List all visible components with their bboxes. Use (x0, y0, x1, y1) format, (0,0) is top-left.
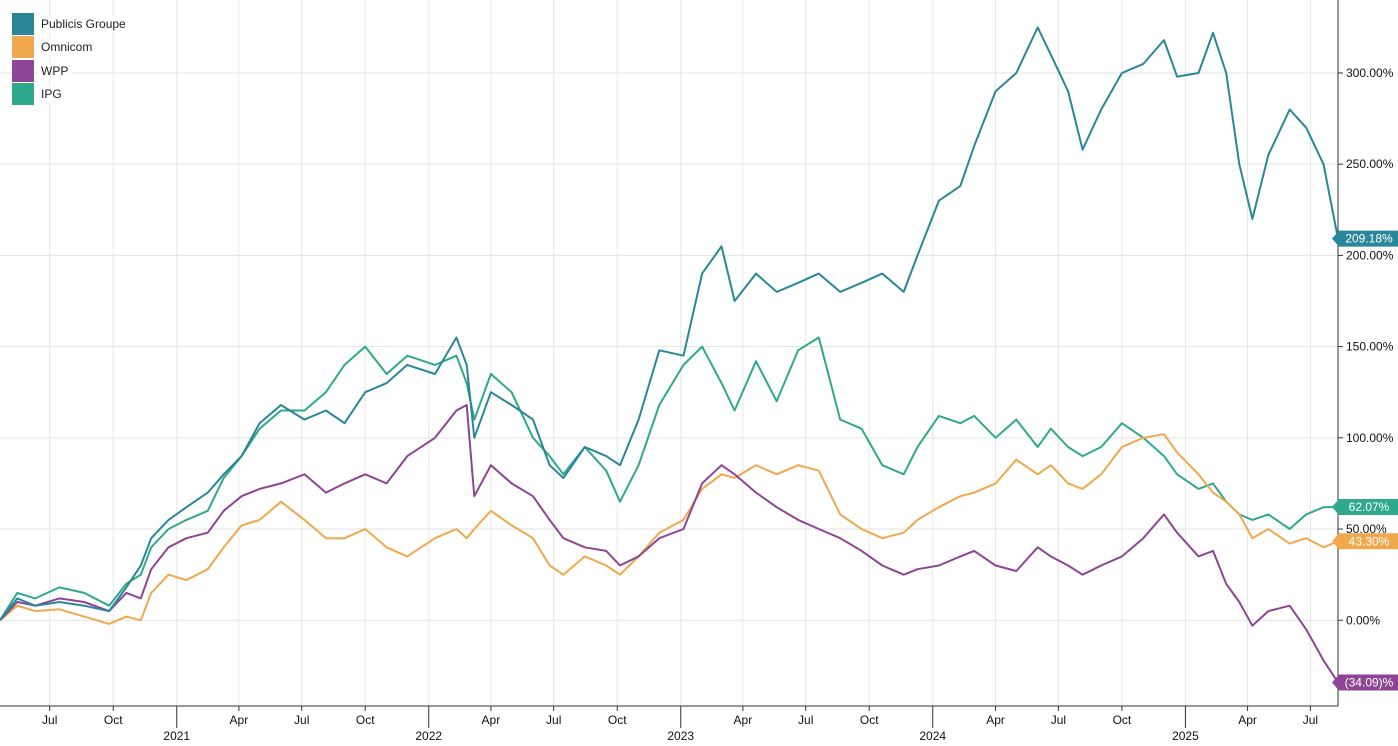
y-tick-label: 200.00% (1346, 248, 1394, 262)
end-value-label-ipg: 62.07% (1349, 500, 1390, 514)
legend-label-omnicom: Omnicom (38, 39, 96, 56)
legend: Publicis Groupe Omnicom WPP IPG (12, 12, 129, 106)
x-tick-label: Apr (230, 713, 249, 727)
series-line-ipg (0, 336, 1339, 621)
y-tick-label: 300.00% (1346, 66, 1394, 80)
legend-label-publicis: Publicis Groupe (38, 15, 129, 32)
end-value-tag-publicis (1332, 230, 1398, 247)
x-tick-label: Jul (1303, 713, 1318, 727)
end-value-label-omnicom: 43.30% (1349, 534, 1390, 548)
end-value-tag-ipg (1332, 499, 1398, 516)
x-tick-label: Jul (1051, 713, 1066, 727)
x-tick-label: Apr (986, 713, 1005, 727)
x-year-label: 2023 (667, 729, 694, 743)
y-tick-label: 100.00% (1346, 431, 1394, 445)
legend-item-ipg[interactable]: IPG (12, 83, 129, 107)
x-tick-label: Jul (798, 713, 813, 727)
y-tick-label: 250.00% (1346, 157, 1394, 171)
x-tick-label: Apr (1238, 713, 1257, 727)
y-tick-label: 150.00% (1346, 340, 1394, 354)
x-year-label: 2025 (1172, 729, 1199, 743)
y-tick-label: 0.00% (1346, 613, 1380, 627)
x-tick-label: Oct (104, 713, 123, 727)
x-tick-label: Oct (860, 713, 879, 727)
x-tick-label: Apr (734, 713, 753, 727)
legend-swatch-publicis (12, 12, 34, 35)
series-line-omnicom (0, 433, 1339, 625)
x-tick-label: Oct (1113, 713, 1132, 727)
legend-item-wpp[interactable]: WPP (12, 59, 129, 83)
legend-swatch-wpp (12, 59, 34, 82)
series-line-publicis (0, 26, 1339, 621)
end-value-label-publicis: 209.18% (1345, 232, 1393, 246)
x-tick-label: Jul (294, 713, 309, 727)
legend-label-wpp: WPP (38, 62, 72, 79)
end-value-tag-wpp (1332, 674, 1398, 691)
x-tick-label: Oct (356, 713, 375, 727)
legend-item-omnicom[interactable]: Omnicom (12, 36, 129, 60)
y-tick-label: 50.00% (1346, 522, 1387, 536)
legend-swatch-ipg (12, 83, 34, 106)
x-year-label: 2024 (919, 729, 946, 743)
x-tick-label: Jul (546, 713, 561, 727)
series-line-wpp (0, 404, 1339, 683)
x-tick-label: Jul (42, 713, 57, 727)
x-year-label: 2021 (163, 729, 190, 743)
x-tick-label: Apr (482, 713, 501, 727)
x-year-label: 2022 (415, 729, 442, 743)
legend-swatch-omnicom (12, 36, 34, 59)
x-tick-label: Oct (608, 713, 627, 727)
end-value-tag-omnicom (1332, 533, 1398, 550)
end-value-label-wpp: (34.09)% (1345, 675, 1394, 689)
legend-label-ipg: IPG (38, 86, 65, 103)
legend-item-publicis[interactable]: Publicis Groupe (12, 12, 129, 36)
